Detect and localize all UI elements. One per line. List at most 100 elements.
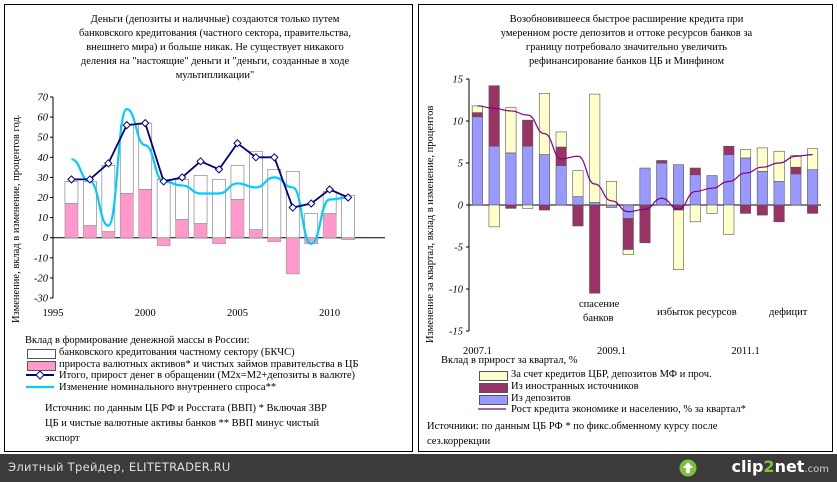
left-bar-fx (212, 237, 226, 245)
right-source-note: Источники: по данным ЦБ РФ * по фикс.обм… (427, 419, 827, 449)
left-bar-fx (267, 237, 282, 243)
left-legend-marker (35, 370, 45, 380)
right-bar-deposits (488, 145, 500, 206)
right-bar-cbr (723, 204, 735, 235)
right-bar-cbr (773, 150, 785, 182)
right-title-line: умеренном росте депозитов и оттоке ресур… (500, 28, 753, 39)
left-legend-swatch-total (26, 370, 54, 380)
right-bar-cbr (572, 170, 584, 197)
right-bar-foreign (471, 112, 483, 118)
right-y-tick-label: -10 (449, 285, 464, 296)
right-y-tick-label: 15 (453, 75, 464, 86)
right-legend-heading: Вклад в прирост за квартал, % (441, 355, 578, 366)
right-legend-swatch-foreign (479, 383, 508, 393)
left-legend-swatch-bkchs (27, 349, 56, 359)
right-bar-cbr (740, 149, 752, 159)
left-bar-fx (138, 189, 153, 239)
left-total-marker (214, 165, 224, 174)
left-y-tick-label: 70 (38, 93, 49, 104)
logo-part: clip (731, 457, 764, 476)
right-bar-foreign (488, 85, 500, 147)
right-bar-deposits (605, 204, 617, 208)
left-y-tick-label: 50 (38, 133, 49, 144)
right-bar-cbr (756, 147, 768, 172)
right-bar-foreign (505, 204, 517, 209)
right-title-line: Возобновившееся быстрое расширение креди… (509, 14, 744, 25)
right-bar-deposits (723, 154, 735, 206)
left-legend-swatch-demand (26, 385, 54, 389)
right-annotation-rescue-2: банков (583, 313, 614, 324)
footer-bar: Элитный Трейдер, ELITETRADER.RU clip2net… (0, 454, 837, 482)
right-bar-cbr (689, 204, 701, 223)
left-x-tick-label: 2005 (227, 308, 248, 319)
left-y-tick-label: 20 (38, 193, 49, 204)
left-bar-bkchs (249, 150, 263, 231)
right-legend-item-deposits: Из депозитов (511, 393, 571, 404)
left-chart-title: Деньги (депозиты и наличные) создаются т… (45, 13, 385, 83)
left-legend-item-demand: Изменение номинального внутреннего спрос… (59, 382, 277, 393)
right-bar-foreign (773, 204, 785, 223)
right-legend-item-foreign: Из иностранных источников (511, 381, 639, 392)
right-bar-cbr (522, 204, 534, 209)
right-bar-cbr (605, 181, 617, 206)
right-bar-foreign (740, 204, 752, 214)
left-y-tick-label: -10 (34, 253, 49, 264)
right-bar-foreign (807, 204, 819, 214)
left-title-line: деления на "настоящие" деньги и "деньги,… (80, 56, 350, 67)
right-annotation-surplus: избыток ресурсов (657, 307, 737, 318)
right-bar-foreign (639, 204, 651, 244)
left-bar-fx (249, 229, 263, 239)
right-bar-foreign (572, 204, 584, 227)
right-bar-foreign (723, 145, 735, 155)
left-total-marker (233, 139, 242, 148)
left-bar-fx (322, 213, 337, 239)
left-legend-item-bkchs: банковского кредитования частному сектор… (59, 347, 295, 358)
right-bar-deposits (538, 154, 550, 206)
left-total-marker (159, 177, 168, 186)
left-y-tick-label: 40 (38, 153, 49, 164)
left-total-marker (270, 153, 279, 162)
right-bar-cbr (706, 204, 718, 214)
right-bar-cbr (471, 105, 483, 113)
left-bar-bkchs (156, 179, 171, 239)
right-legend-swatch-deposits (479, 395, 508, 405)
logo-part: net (774, 457, 805, 476)
left-x-tick-label: 2010 (319, 308, 340, 319)
left-line-total (71, 122, 349, 209)
left-bar-bkchs (138, 122, 153, 190)
left-legend-item-total: Итого, прирост денег в обращении (М2х=М2… (59, 370, 355, 381)
left-bar-fx (156, 237, 171, 247)
left-total-marker (196, 157, 205, 166)
right-bar-deposits (740, 157, 752, 206)
right-bar-cbr (807, 148, 819, 171)
left-bar-bkchs (212, 179, 226, 239)
right-bar-cbr (790, 155, 802, 168)
left-total-marker (122, 120, 131, 130)
right-bar-deposits (572, 196, 584, 206)
right-bar-cbr (538, 92, 550, 155)
right-bar-foreign (790, 166, 802, 175)
right-bar-foreign (522, 119, 534, 147)
left-x-tick-label: 1995 (43, 308, 64, 319)
right-legend-item-credit: Рост кредита экономике и населению, % за… (511, 404, 746, 415)
left-total-marker (251, 153, 261, 162)
footer-site-name: Элитный Трейдер, ELITETRADER.RU (8, 460, 231, 474)
right-bar-deposits (471, 116, 483, 206)
right-bar-deposits (790, 173, 802, 206)
logo-part: .com (804, 464, 829, 475)
left-bar-fx (175, 219, 189, 239)
left-x-tick-label: 2000 (135, 308, 156, 319)
left-bar-bkchs (64, 181, 79, 204)
right-source-line: Источники: по данным ЦБ РФ * по фикс.обм… (427, 421, 718, 432)
left-title-line: Деньги (депозиты и наличные) создаются т… (90, 14, 340, 25)
left-bar-fx (230, 199, 245, 239)
left-bar-fx (64, 203, 79, 238)
left-bar-fx (119, 193, 134, 239)
right-chart-title: Возобновившееся быстрое расширение креди… (449, 13, 804, 69)
right-bar-deposits (807, 169, 819, 206)
clip2net-logo[interactable]: clip2net.com (732, 457, 829, 476)
left-total-marker (104, 159, 113, 168)
right-chart-plot: -15 -10 -5 0 5 10 15 2007.1 2009.1 2011.1 (449, 75, 821, 357)
right-title-line: границу потребовало значительно увеличит… (525, 42, 728, 53)
left-legend-item-fx: прироста валютных активов* и чистых займ… (59, 359, 359, 370)
